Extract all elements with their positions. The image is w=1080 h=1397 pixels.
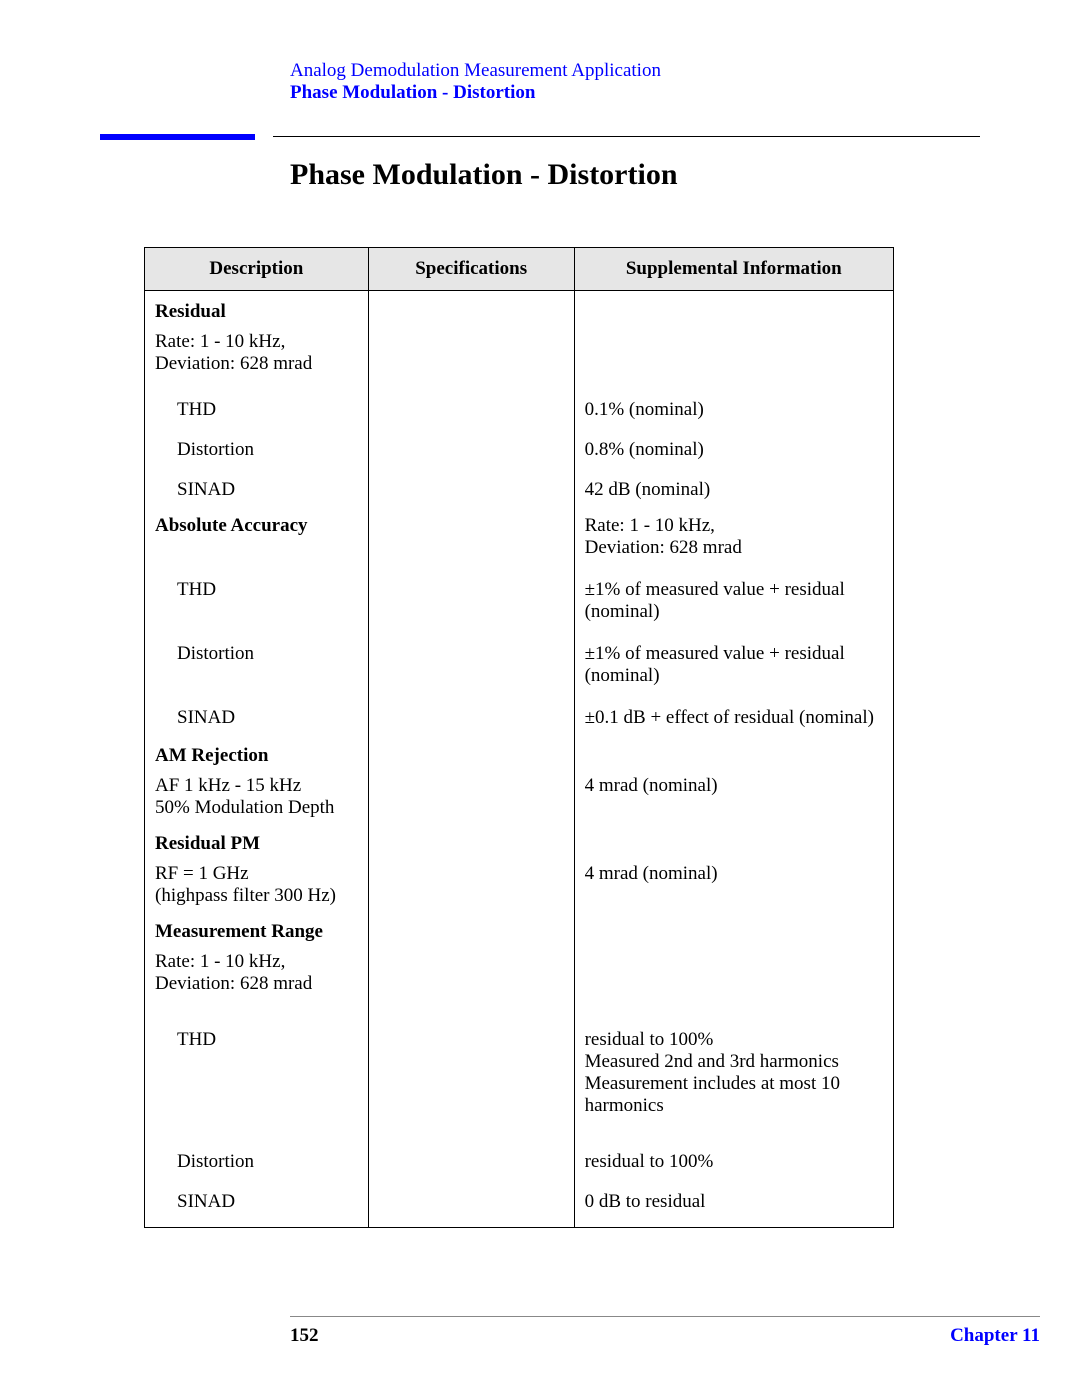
- table-row: Absolute Accuracy Rate: 1 - 10 kHz,Deviat…: [145, 505, 894, 563]
- table-row: THD residual to 100%Measured 2nd and 3rd …: [145, 999, 894, 1121]
- table-row: SINAD 42 dB (nominal): [145, 465, 894, 505]
- table-row: Residual: [145, 291, 894, 328]
- table-cell: SINAD: [145, 691, 369, 733]
- table-cell: [574, 291, 893, 328]
- table-row: THD 0.1% (nominal): [145, 379, 894, 425]
- table-cell: 4 mrad (nominal): [574, 771, 893, 823]
- table-header-row: Description Specifications Supplemental …: [145, 248, 894, 291]
- table-cell: [368, 859, 574, 911]
- table-cell: RF = 1 GHz(highpass filter 300 Hz): [145, 859, 369, 911]
- table-row: Distortion 0.8% (nominal): [145, 425, 894, 465]
- table-cell: residual to 100%Measured 2nd and 3rd har…: [574, 999, 893, 1121]
- table-cell: Absolute Accuracy: [145, 505, 369, 563]
- table-cell: AF 1 kHz - 15 kHz50% Modulation Depth: [145, 771, 369, 823]
- table-cell: [368, 733, 574, 771]
- table-cell: Distortion: [145, 1121, 369, 1177]
- table-cell: [368, 627, 574, 691]
- table-row: Rate: 1 - 10 kHz,Deviation: 628 mrad: [145, 947, 894, 999]
- header-rule: [100, 134, 980, 140]
- table-cell: AM Rejection: [145, 733, 369, 771]
- table-row: Distortion residual to 100%: [145, 1121, 894, 1177]
- table-cell: [368, 1177, 574, 1228]
- table-cell: [368, 1121, 574, 1177]
- table-row: SINAD 0 dB to residual: [145, 1177, 894, 1228]
- table-cell: Residual PM: [145, 823, 369, 859]
- table-row: AM Rejection: [145, 733, 894, 771]
- table-cell: ±1% of measured value + residual (nomina…: [574, 563, 893, 627]
- table-row: THD ±1% of measured value + residual (nom…: [145, 563, 894, 627]
- table-cell: SINAD: [145, 465, 369, 505]
- horizontal-rule: [273, 136, 980, 137]
- col-description: Description: [145, 248, 369, 291]
- table-row: Measurement Range: [145, 911, 894, 947]
- table-cell: residual to 100%: [574, 1121, 893, 1177]
- table-cell: [574, 327, 893, 379]
- page-footer: 152 Chapter 11: [0, 1316, 1080, 1347]
- table-cell: 0 dB to residual: [574, 1177, 893, 1228]
- table-cell: [368, 327, 574, 379]
- table-cell: ±0.1 dB + effect of residual (nominal): [574, 691, 893, 733]
- table-cell: 0.1% (nominal): [574, 379, 893, 425]
- table-cell: 4 mrad (nominal): [574, 859, 893, 911]
- table-cell: THD: [145, 999, 369, 1121]
- table-cell: [368, 425, 574, 465]
- running-header: Analog Demodulation Measurement Applicat…: [290, 60, 980, 104]
- table-cell: [368, 505, 574, 563]
- table-cell: Rate: 1 - 10 kHz,Deviation: 628 mrad: [145, 947, 369, 999]
- table-cell: Distortion: [145, 425, 369, 465]
- table-row: Distortion ±1% of measured value + residu…: [145, 627, 894, 691]
- document-page: Analog Demodulation Measurement Applicat…: [0, 0, 1080, 1397]
- table-row: RF = 1 GHz(highpass filter 300 Hz) 4 mrad…: [145, 859, 894, 911]
- table-cell: [574, 733, 893, 771]
- table-cell: [368, 911, 574, 947]
- table-cell: [368, 823, 574, 859]
- table-cell: 42 dB (nominal): [574, 465, 893, 505]
- specifications-table: Description Specifications Supplemental …: [144, 247, 894, 1228]
- table-cell: [368, 691, 574, 733]
- table-cell: 0.8% (nominal): [574, 425, 893, 465]
- table-cell: ±1% of measured value + residual (nomina…: [574, 627, 893, 691]
- table-cell: [574, 823, 893, 859]
- header-section: Phase Modulation - Distortion: [290, 82, 980, 104]
- table-cell: [368, 379, 574, 425]
- table-row: AF 1 kHz - 15 kHz50% Modulation Depth 4 m…: [145, 771, 894, 823]
- table-row: SINAD ±0.1 dB + effect of residual (nomin…: [145, 691, 894, 733]
- footer-rule: [290, 1316, 1040, 1317]
- table-cell: [368, 291, 574, 328]
- table-cell: Rate: 1 - 10 kHz,Deviation: 628 mrad: [574, 505, 893, 563]
- table-cell: [368, 563, 574, 627]
- table-row: Rate: 1 - 10 kHz,Deviation: 628 mrad: [145, 327, 894, 379]
- table-cell: Measurement Range: [145, 911, 369, 947]
- page-number: 152: [290, 1325, 319, 1347]
- table-cell: THD: [145, 563, 369, 627]
- table-cell: THD: [145, 379, 369, 425]
- table-cell: [368, 947, 574, 999]
- page-title: Phase Modulation - Distortion: [290, 158, 980, 192]
- table-cell: SINAD: [145, 1177, 369, 1228]
- table-cell: Residual: [145, 291, 369, 328]
- table-cell: [368, 465, 574, 505]
- table-cell: Rate: 1 - 10 kHz,Deviation: 628 mrad: [145, 327, 369, 379]
- table-cell: Distortion: [145, 627, 369, 691]
- table-cell: [574, 947, 893, 999]
- col-supplemental: Supplemental Information: [574, 248, 893, 291]
- table-cell: [368, 999, 574, 1121]
- chapter-label: Chapter 11: [950, 1325, 1040, 1347]
- table-cell: [574, 911, 893, 947]
- col-specifications: Specifications: [368, 248, 574, 291]
- table-cell: [368, 771, 574, 823]
- header-category: Analog Demodulation Measurement Applicat…: [290, 60, 980, 82]
- accent-bar: [100, 134, 255, 140]
- table-row: Residual PM: [145, 823, 894, 859]
